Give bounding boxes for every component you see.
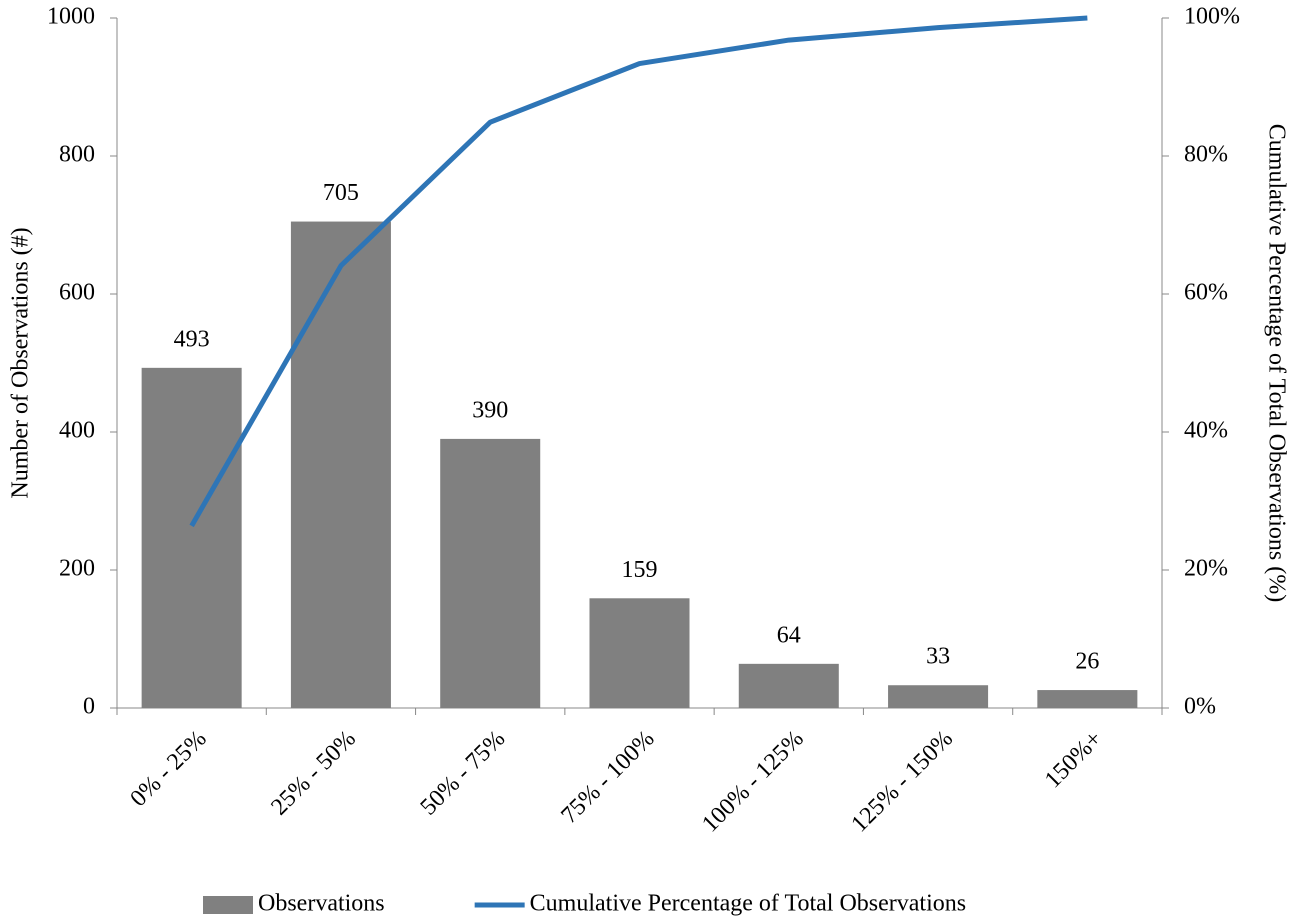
data-label: 159 <box>622 557 658 583</box>
legend-label: Cumulative Percentage of Total Observati… <box>530 891 966 917</box>
y-tick-label: 1000 <box>47 4 95 30</box>
line <box>189 15 1088 528</box>
y2-tick-label: 100% <box>1184 4 1240 30</box>
y2-tick-label: 20% <box>1184 556 1228 582</box>
y2-tick-label: 40% <box>1184 418 1228 444</box>
data-label: 390 <box>472 397 508 423</box>
y2-axis-label: Cumulative Percentage of Total Observati… <box>1263 124 1289 602</box>
y-tick-label: 0 <box>83 694 95 720</box>
y-tick-label: 600 <box>59 280 95 306</box>
x-tick-label: 50% - 75% <box>416 726 511 821</box>
y-tick-label: 400 <box>59 418 95 444</box>
y-tick-label: 800 <box>59 142 95 168</box>
y2-tick-label: 0% <box>1184 694 1216 720</box>
bar <box>440 438 541 708</box>
bar <box>589 598 690 708</box>
x-tick-label: 150%+ <box>1040 726 1108 794</box>
x-tick-label: 100% - 125% <box>697 726 809 838</box>
data-label: 64 <box>777 622 801 648</box>
data-label: 493 <box>174 326 210 352</box>
legend-label: Observations <box>258 891 385 917</box>
x-tick-label: 75% - 100% <box>556 726 659 829</box>
bar <box>1037 690 1138 708</box>
bar <box>738 663 839 708</box>
data-label: 33 <box>926 644 950 670</box>
y-tick-label: 200 <box>59 556 95 582</box>
bar <box>290 221 391 709</box>
x-tick-label: 25% - 50% <box>266 726 361 821</box>
data-label: 705 <box>323 180 359 206</box>
legend-swatch <box>203 896 253 914</box>
x-tick-label: 125% - 150% <box>846 726 958 838</box>
y2-tick-label: 60% <box>1184 280 1228 306</box>
bar <box>141 367 242 708</box>
y2-tick-label: 80% <box>1184 142 1228 168</box>
y-axis-label: Number of Observations (#) <box>8 227 34 498</box>
x-tick-label: 0% - 25% <box>126 726 212 812</box>
data-label: 26 <box>1075 649 1099 675</box>
bar <box>888 685 989 708</box>
